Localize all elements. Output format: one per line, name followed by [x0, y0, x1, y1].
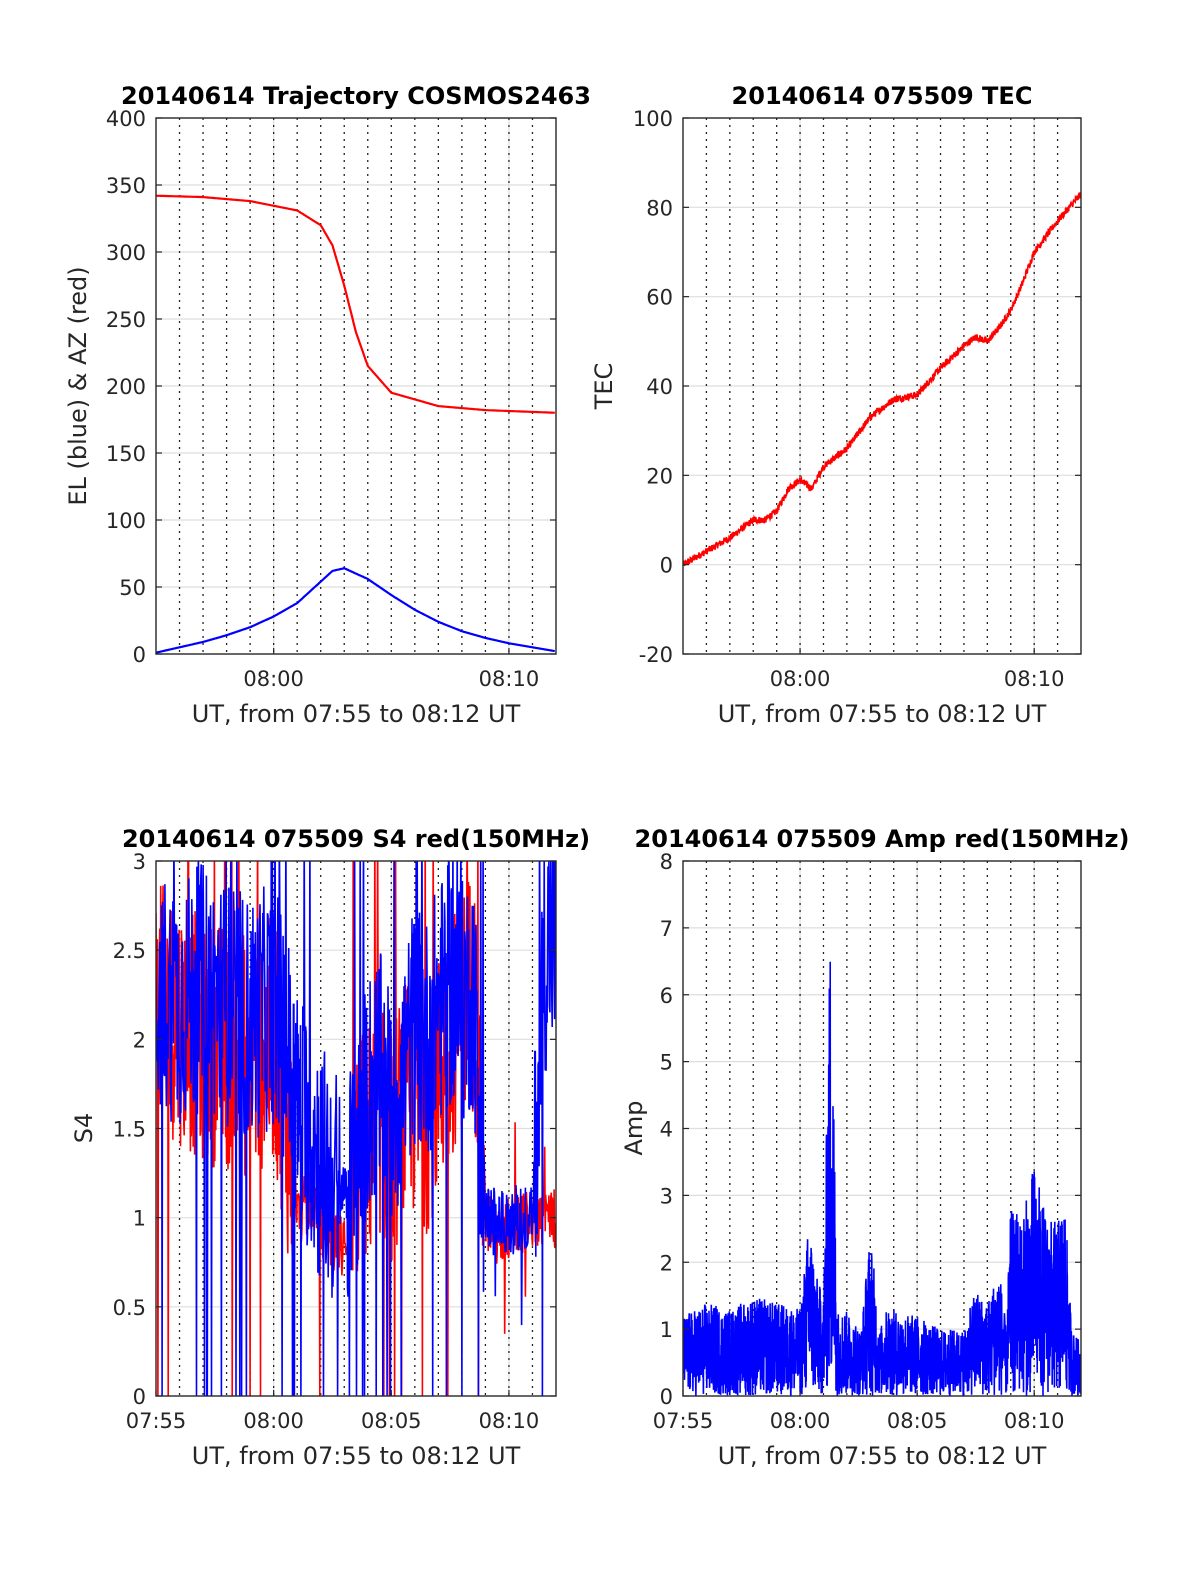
y-tick-label: 0 — [660, 1385, 673, 1409]
y-tick-label: 2.5 — [113, 939, 146, 963]
x-tick-label: 07:55 — [126, 1409, 187, 1433]
y-tick-label: 250 — [106, 308, 146, 332]
x-axis-label: UT, from 07:55 to 08:12 UT — [192, 1442, 521, 1470]
y-tick-label: 1.5 — [113, 1118, 146, 1142]
chart-title: 20140614 Trajectory COSMOS2463 — [121, 82, 591, 110]
y-tick-label: 0.5 — [113, 1296, 146, 1320]
y-tick-label: 60 — [646, 286, 673, 310]
x-tick-label: 07:55 — [653, 1409, 714, 1433]
y-tick-label: 6 — [660, 984, 673, 1008]
chart-title: 20140614 075509 TEC — [732, 82, 1033, 110]
x-axis-label: UT, from 07:55 to 08:12 UT — [718, 700, 1047, 728]
y-tick-label: 20 — [646, 464, 673, 488]
x-tick-label: 08:00 — [770, 667, 831, 691]
x-tick-label: 08:05 — [887, 1409, 948, 1433]
y-axis-label: TEC — [590, 363, 618, 411]
y-tick-label: 5 — [660, 1051, 673, 1075]
series-az — [156, 194, 555, 414]
series-el — [156, 567, 555, 654]
y-tick-label: -20 — [639, 643, 673, 667]
y-tick-label: 350 — [106, 174, 146, 198]
y-tick-label: 80 — [646, 196, 673, 220]
y-tick-label: 300 — [106, 241, 146, 265]
y-tick-label: 150 — [106, 442, 146, 466]
y-tick-label: 100 — [633, 107, 673, 131]
series-tec — [683, 192, 1081, 567]
y-tick-label: 0 — [133, 643, 146, 667]
x-tick-label: 08:10 — [479, 1409, 540, 1433]
y-tick-label: 1 — [133, 1207, 146, 1231]
x-axis-label: UT, from 07:55 to 08:12 UT — [718, 1442, 1047, 1470]
tec-chart: -20 0 20 40 60 80 100 08:00 08:10 20140614 075509… — [590, 82, 1082, 728]
y-tick-label: 2 — [660, 1251, 673, 1275]
y-tick-label: 100 — [106, 509, 146, 533]
s4-chart: 0 0.5 1 1.5 2 2.5 3 07:55 08:00 08:05 08:10 2014061… — [70, 825, 590, 1470]
y-tick-label: 1 — [660, 1318, 673, 1342]
y-tick-label: 7 — [660, 917, 673, 941]
y-tick-label: 0 — [660, 554, 673, 578]
amp-chart: 0 1 2 3 4 5 6 7 8 07:55 08:00 08:05 08:10 20140614 07… — [620, 825, 1129, 1470]
y-axis-label: EL (blue) & AZ (red) — [64, 266, 92, 505]
y-tick-label: 50 — [119, 576, 146, 600]
x-tick-label: 08:00 — [243, 667, 304, 691]
series-s4-blue — [156, 861, 556, 1396]
y-tick-label: 3 — [660, 1184, 673, 1208]
x-tick-label: 08:05 — [361, 1409, 422, 1433]
x-tick-label: 08:10 — [1004, 667, 1065, 691]
y-tick-label: 2 — [133, 1028, 146, 1052]
series-amp — [683, 961, 1081, 1396]
x-tick-label: 08:10 — [1004, 1409, 1065, 1433]
y-tick-label: 3 — [133, 850, 146, 874]
x-tick-label: 08:00 — [770, 1409, 831, 1433]
x-axis-label: UT, from 07:55 to 08:12 UT — [192, 700, 521, 728]
y-axis-label: Amp — [620, 1100, 648, 1155]
chart-title: 20140614 075509 S4 red(150MHz) — [122, 825, 590, 853]
y-tick-label: 400 — [106, 107, 146, 131]
x-tick-label: 08:00 — [243, 1409, 304, 1433]
y-tick-label: 0 — [133, 1385, 146, 1409]
y-tick-label: 4 — [660, 1118, 673, 1142]
x-tick-label: 08:10 — [479, 667, 540, 691]
y-tick-label: 8 — [660, 850, 673, 874]
y-tick-label: 40 — [646, 375, 673, 399]
chart-title: 20140614 075509 Amp red(150MHz) — [635, 825, 1130, 853]
y-tick-label: 200 — [106, 375, 146, 399]
trajectory-chart: 0 50 100 150 200 250 300 350 400 08:00 08:10 201406… — [64, 82, 591, 728]
y-axis-label: S4 — [70, 1113, 98, 1144]
